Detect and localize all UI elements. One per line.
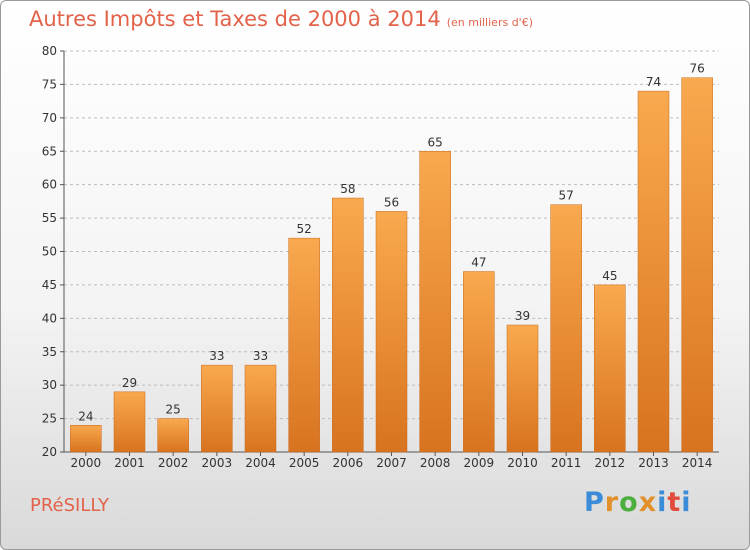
x-tick-label: 2008 — [420, 456, 451, 470]
logo-letter: i — [657, 487, 668, 518]
y-tick-label: 75 — [42, 77, 57, 91]
value-label: 33 — [209, 349, 224, 363]
x-tick-label: 2013 — [638, 456, 669, 470]
x-tick-label: 2000 — [71, 456, 102, 470]
x-tick-label: 2002 — [158, 456, 189, 470]
value-label: 29 — [122, 376, 137, 390]
value-label: 45 — [602, 269, 617, 283]
y-tick-label: 35 — [42, 345, 57, 359]
value-label: 57 — [559, 189, 574, 203]
logo-letter: o — [619, 487, 639, 518]
value-label: 25 — [166, 403, 181, 417]
y-tick-label: 70 — [42, 111, 57, 125]
bar-2012 — [594, 284, 626, 453]
logo-letter: i — [681, 487, 692, 518]
value-label: 65 — [428, 135, 443, 149]
bar-2000 — [70, 425, 102, 453]
bar-2003 — [201, 364, 233, 453]
x-tick-label: 2014 — [682, 456, 713, 470]
value-label: 33 — [253, 349, 268, 363]
value-label: 39 — [515, 309, 530, 323]
x-tick-label: 2009 — [464, 456, 495, 470]
value-label: 52 — [297, 222, 312, 236]
logo-letter: t — [667, 487, 682, 518]
x-tick-label: 2001 — [114, 456, 145, 470]
value-label: 76 — [690, 62, 705, 76]
bar-2008 — [419, 151, 451, 453]
x-tick-label: 2004 — [245, 456, 276, 470]
value-label: 56 — [384, 195, 399, 209]
value-label: 24 — [78, 409, 93, 423]
value-label: 47 — [471, 256, 486, 270]
x-tick-label: 2007 — [376, 456, 407, 470]
title-unit: (en milliers d'€) — [446, 16, 533, 29]
bar-2013 — [637, 90, 670, 453]
y-tick-label: 40 — [42, 311, 57, 325]
bar-2009 — [463, 271, 495, 453]
logo-letter: x — [638, 487, 658, 518]
bar-2010 — [506, 324, 539, 453]
x-tick-label: 2012 — [595, 456, 626, 470]
x-tick-label: 2010 — [507, 456, 538, 470]
bar-2014 — [681, 77, 713, 453]
place-name: PRéSILLY — [30, 495, 110, 516]
bar-2007 — [375, 211, 408, 453]
y-tick-label: 25 — [42, 412, 57, 426]
y-tick-label: 45 — [42, 278, 57, 292]
bar-2011 — [550, 204, 582, 453]
value-label: 58 — [340, 182, 355, 196]
y-tick-label: 50 — [42, 245, 57, 259]
chart-title: Autres Impôts et Taxes de 2000 à 2014 (en… — [29, 7, 533, 31]
y-tick-label: 30 — [42, 378, 57, 392]
bar-2001 — [113, 391, 146, 453]
logo-letter: r — [604, 487, 620, 518]
x-tick-label: 2005 — [289, 456, 320, 470]
logo-letter: P — [584, 487, 605, 518]
proxiti-logo: Proxiti — [584, 487, 692, 518]
y-tick-label: 65 — [42, 144, 57, 158]
title-text: Autres Impôts et Taxes de 2000 à 2014 — [29, 7, 441, 31]
x-tick-label: 2003 — [202, 456, 233, 470]
labels: 24 29 25 33 33 52 58 56 65 47 39 57 45 74 76 — [78, 62, 705, 424]
y-tick-label: 80 — [42, 44, 57, 58]
bar-2004 — [244, 364, 277, 453]
bar-2005 — [288, 237, 320, 453]
bars — [70, 77, 713, 453]
x-tick-label: 2011 — [551, 456, 582, 470]
value-label: 74 — [646, 75, 661, 89]
y-tick-label: 60 — [42, 178, 57, 192]
y-tick-label: 55 — [42, 211, 57, 225]
bar-2002 — [157, 418, 189, 453]
bar-2006 — [332, 197, 364, 453]
x-tick-label: 2006 — [333, 456, 364, 470]
y-tick-label: 20 — [42, 445, 57, 459]
